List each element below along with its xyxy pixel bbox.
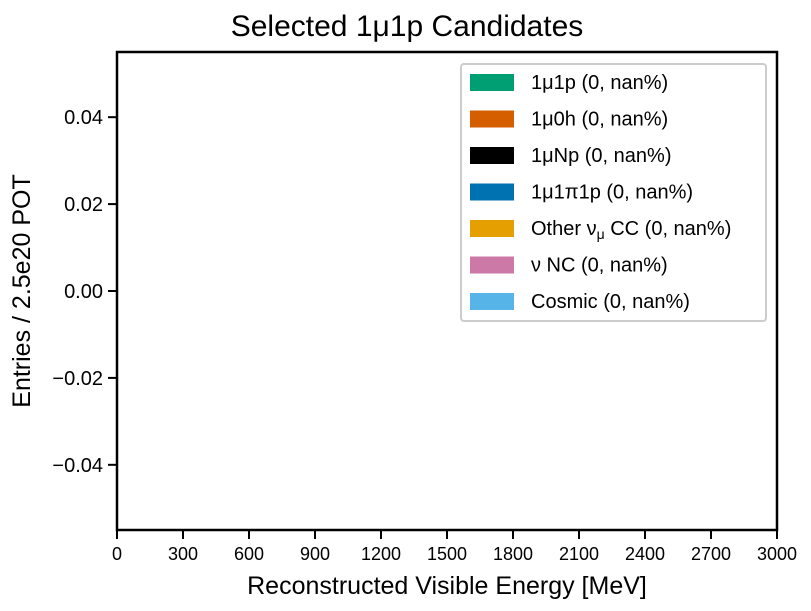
x-tick-label: 900	[300, 544, 330, 564]
legend: 1μ1p (0, nan%) 1μ0h (0, nan%) 1μNp (0, nan…	[460, 63, 767, 322]
x-tick-label: 600	[234, 544, 264, 564]
legend-swatch	[470, 220, 514, 237]
legend-label: 1μNp (0, nan%)	[531, 145, 671, 167]
legend-swatch	[470, 183, 514, 201]
legend-swatch	[470, 110, 514, 128]
y-tick-label: 0.00	[64, 281, 103, 303]
y-tick-label: −0.04	[52, 455, 103, 477]
x-tick-label: 3000	[757, 544, 797, 564]
tick-group: 0 300 600 900 1200 1500 1800 2100 2400 2700 3000 0.…	[52, 107, 797, 564]
legend-label: Cosmic (0, nan%)	[531, 291, 690, 313]
y-tick-label: 0.04	[64, 107, 103, 129]
x-tick-label: 1200	[361, 544, 401, 564]
legend-label: 1μ1π1p (0, nan%)	[531, 182, 693, 204]
y-tick-label: 0.02	[64, 194, 103, 216]
legend-swatch	[470, 147, 514, 164]
y-axis-label: Entries / 2.5e20 POT	[8, 174, 36, 407]
legend-label: ν NC (0, nan%)	[531, 255, 668, 277]
legend-swatch	[470, 293, 514, 310]
x-tick-label: 1500	[427, 544, 467, 564]
x-tick-label: 1800	[493, 544, 533, 564]
legend-box	[460, 63, 767, 322]
legend-label: 1μ0h (0, nan%)	[531, 109, 668, 131]
x-axis-label: Reconstructed Visible Energy [MeV]	[247, 572, 647, 600]
y-tick-label: −0.02	[52, 368, 103, 390]
x-tick-label: 300	[168, 544, 198, 564]
chart-title: Selected 1μ1p Candidates	[231, 10, 584, 43]
legend-label: Other νμ CC (0, nan%)	[531, 218, 731, 242]
x-tick-label: 2700	[691, 544, 731, 564]
x-tick-label: 2400	[625, 544, 665, 564]
plot-frame	[115, 50, 779, 532]
legend-label: 1μ1p (0, nan%)	[531, 72, 668, 94]
x-tick-label: 2100	[559, 544, 599, 564]
x-tick-label: 0	[112, 544, 122, 564]
legend-swatch	[470, 256, 514, 274]
legend-swatch	[470, 74, 514, 91]
